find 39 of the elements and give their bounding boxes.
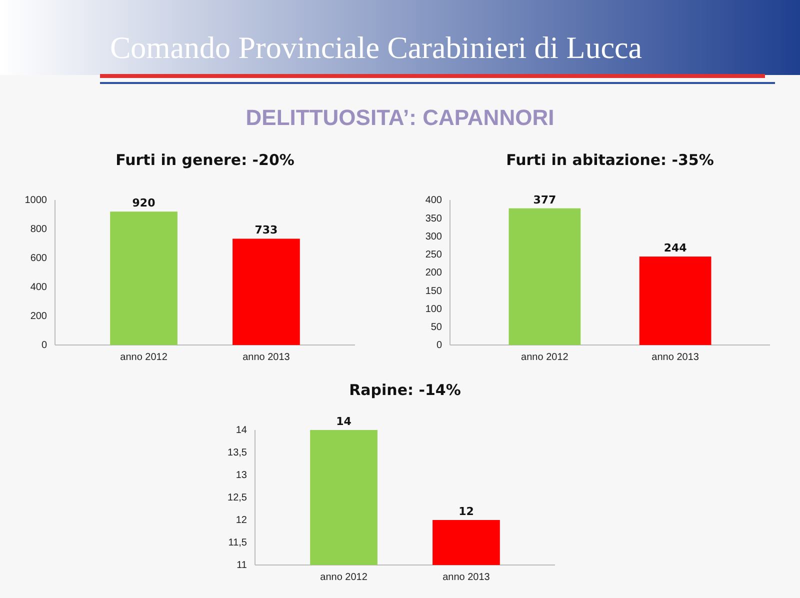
y-tick-label: 12: [236, 515, 248, 526]
y-tick-label: 14: [236, 425, 248, 436]
y-tick-label: 250: [425, 250, 442, 261]
y-tick-label: 400: [425, 195, 442, 206]
x-tick-label: anno 2012: [320, 572, 368, 584]
data-label: 14: [336, 415, 352, 428]
x-tick-label: anno 2013: [442, 572, 490, 584]
text: DELITTUOSITA’: CAPANNORI: [246, 105, 554, 130]
chart-title: Furti in abitazione: -35%: [506, 151, 714, 169]
chart-title: Furti in genere: -20%: [116, 151, 294, 169]
y-tick-label: 150: [425, 286, 442, 297]
x-tick-label: anno 2012: [521, 352, 569, 364]
data-label: 377: [533, 193, 556, 206]
y-tick-label: 200: [30, 311, 48, 322]
text: Comando Provinciale Carabinieri di Lucca: [110, 30, 642, 65]
data-label: 920: [132, 196, 156, 210]
x-tick-label: anno 2013: [652, 352, 700, 364]
data-label: 244: [664, 242, 688, 255]
y-tick-label: 13: [236, 470, 248, 482]
y-tick-label: 350: [425, 213, 442, 224]
y-tick-label: 300: [425, 231, 442, 242]
y-tick-label: 600: [30, 253, 48, 264]
y-tick-label: 800: [30, 224, 48, 236]
data-label: 12: [458, 505, 474, 518]
y-tick-label: 100: [425, 304, 442, 315]
y-tick-label: 400: [30, 282, 48, 294]
y-tick-label: 11: [236, 560, 248, 572]
y-tick-label: 11,5: [228, 538, 248, 549]
x-tick-label: anno 2013: [242, 352, 290, 364]
y-tick-label: 200: [425, 268, 442, 279]
x-tick-label: anno 2012: [120, 352, 168, 364]
chart-title: Rapine: -14%: [349, 381, 461, 399]
y-tick-label: 1000: [24, 195, 48, 206]
y-tick-label: 13,5: [228, 448, 248, 459]
data-label: 733: [254, 224, 278, 237]
y-tick-label: 0: [41, 340, 48, 352]
y-tick-label: 12,5: [228, 492, 248, 504]
y-tick-label: 0: [436, 340, 442, 352]
y-tick-label: 50: [430, 322, 442, 334]
